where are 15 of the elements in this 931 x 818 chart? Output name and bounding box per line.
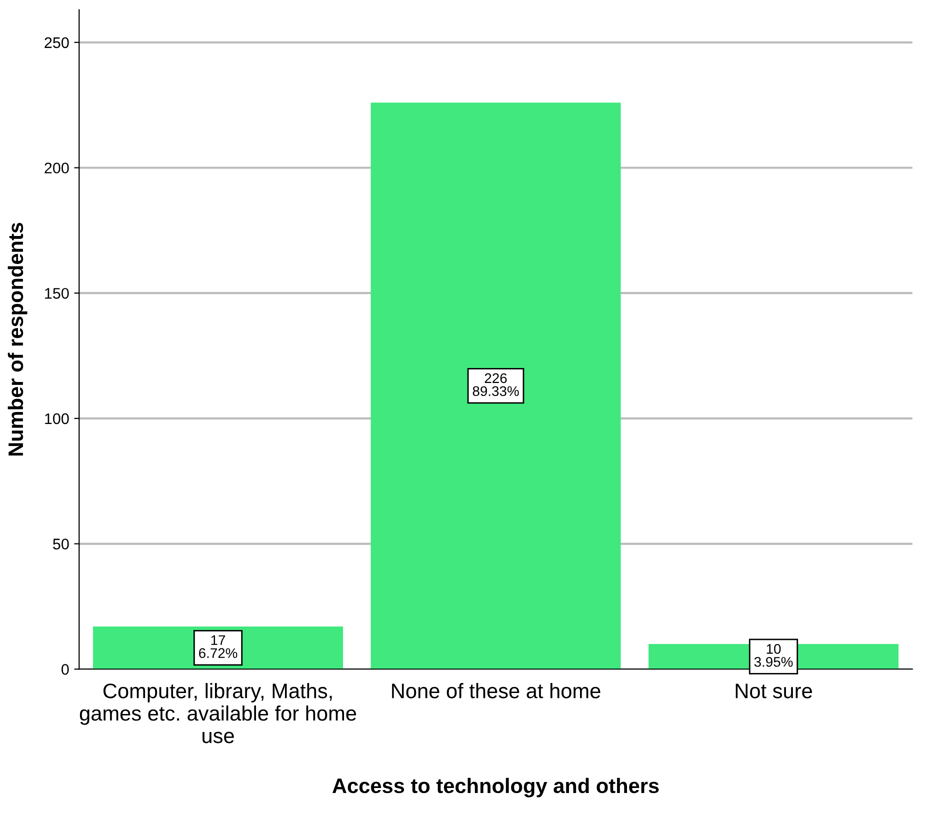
data-label: 226 89.33%: [472, 373, 519, 396]
y-tick-label: 0: [62, 664, 69, 675]
x-tick-label: None of these at home: [392, 683, 600, 698]
y-tick-label: 200: [44, 162, 69, 174]
bar: [370, 102, 621, 670]
x-axis-title: Access to technology and others: [332, 778, 659, 798]
data-label: 10 3.95%: [754, 644, 793, 667]
x-tick-label: Computer, library, Maths, games etc. available for home use: [80, 683, 356, 744]
y-tick-label: 50: [53, 538, 69, 550]
y-tick-label: 100: [45, 413, 69, 424]
y-tick-label: 250: [44, 37, 69, 48]
y-tick-label: 150: [45, 288, 69, 299]
x-tick-label: Not sure: [736, 684, 812, 698]
data-label: 17 6.72%: [199, 635, 238, 658]
y-axis-title: Number of respondents: [8, 222, 28, 456]
